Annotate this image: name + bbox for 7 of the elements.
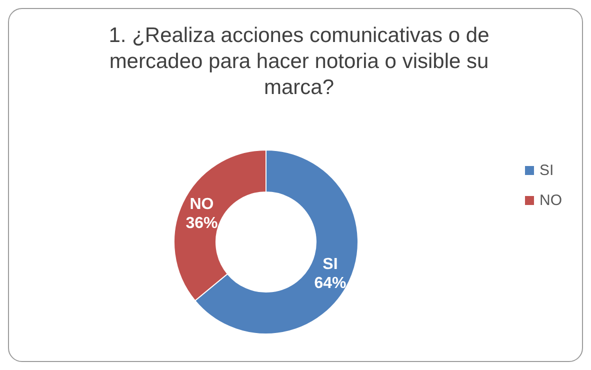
data-label: 64% — [314, 275, 346, 292]
legend-label: NO — [540, 192, 562, 208]
data-label: 36% — [186, 214, 218, 232]
legend-label: SI — [540, 162, 554, 178]
slice-label: SI — [322, 256, 338, 274]
slice-label: NO — [190, 196, 214, 213]
chart-title: 1. ¿Realiza acciones comunicativas o de mercadeo para hacer notoria o visible su marca? — [108, 23, 490, 101]
